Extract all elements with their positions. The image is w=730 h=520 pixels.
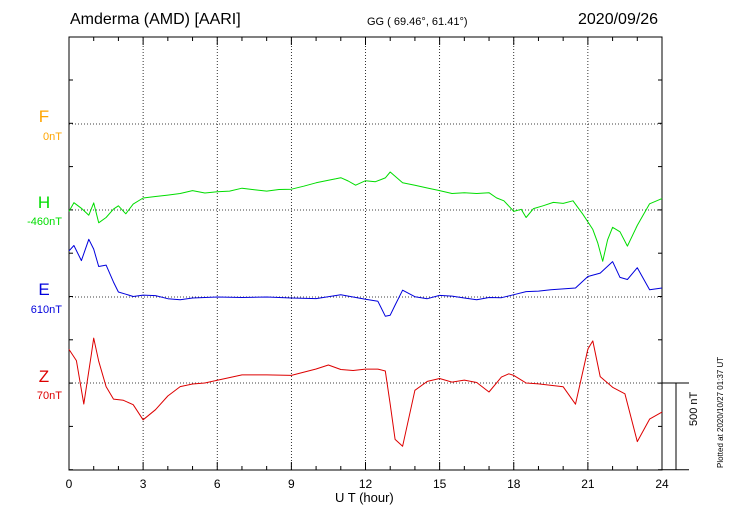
series-line-h (68, 171, 663, 262)
x-tick-label: 9 (288, 477, 295, 491)
scale-bar-label: 500 nT (688, 391, 700, 426)
station-coordinates: GG ( 69.46°, 61.41°) (367, 16, 468, 28)
x-tick-label: 3 (140, 477, 147, 491)
x-tick-label: 6 (214, 477, 221, 491)
scale-bar (662, 382, 689, 471)
series-line-z (68, 337, 663, 447)
x-tick-label: 12 (359, 477, 373, 491)
station-title: Amderma (AMD) [AARI] (70, 11, 241, 28)
series-line-e (68, 238, 663, 317)
plotted-timestamp: Plotted at 2020/10/27 01:37 UT (716, 356, 725, 468)
x-tick-label: 0 (66, 477, 73, 491)
baseline-label-z: 70nT (36, 390, 62, 402)
x-tick-label: 21 (581, 477, 595, 491)
component-label-f: F (38, 107, 50, 126)
series-lines (68, 171, 663, 447)
x-tick-label: 15 (433, 477, 447, 491)
baseline-label-f: 0nT (43, 131, 62, 143)
x-tick-label: 18 (507, 477, 521, 491)
x-tick-label: 24 (655, 477, 669, 491)
component-label-h: H (37, 193, 51, 212)
x-axis-label: U T (hour) (335, 490, 394, 505)
chart-date: 2020/09/26 (578, 11, 659, 28)
axis-ticks: 0 3 6 9 12 15 18 21 24 (66, 37, 669, 491)
component-label-z: Z (38, 367, 50, 386)
component-label-e: E (38, 280, 50, 299)
baseline-label-h: -460nT (27, 216, 62, 228)
grid-lines (69, 37, 662, 470)
baseline-label-e: 610nT (30, 304, 62, 316)
